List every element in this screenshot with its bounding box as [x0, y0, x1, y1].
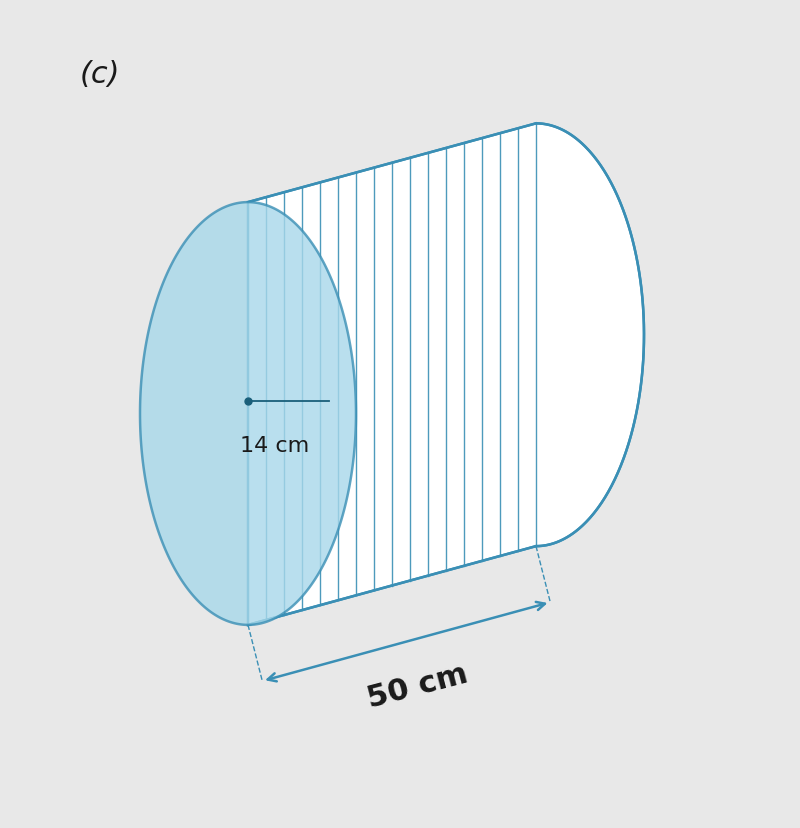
Text: 14 cm: 14 cm [240, 436, 310, 455]
Text: 50 cm: 50 cm [364, 659, 471, 713]
Text: (c): (c) [80, 60, 121, 89]
Polygon shape [248, 124, 644, 625]
Polygon shape [140, 203, 356, 625]
